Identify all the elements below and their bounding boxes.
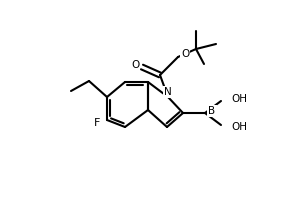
Text: O: O <box>181 49 189 59</box>
Text: O: O <box>131 60 139 70</box>
Text: N: N <box>164 87 172 97</box>
Text: OH: OH <box>231 94 247 104</box>
Text: B: B <box>208 106 216 116</box>
Text: OH: OH <box>231 122 247 132</box>
Text: F: F <box>94 118 100 128</box>
